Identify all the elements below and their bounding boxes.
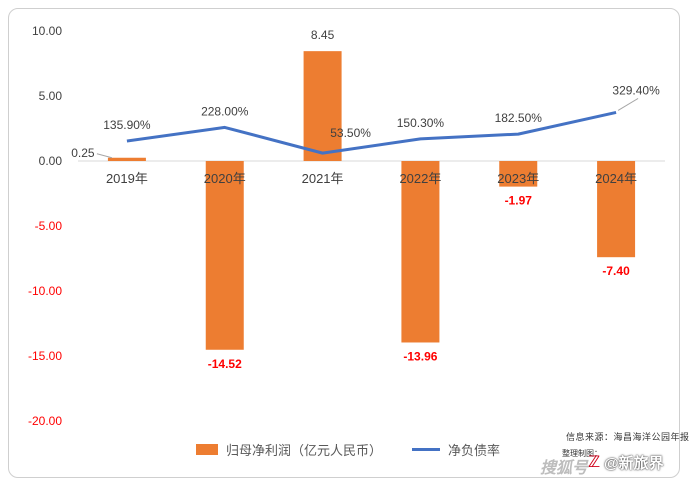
bar: [303, 51, 342, 161]
bar: [107, 157, 146, 161]
bar: [499, 161, 538, 187]
bar-value-label: -7.40: [602, 264, 630, 278]
y-tick-label: -20.00: [28, 414, 62, 428]
line-value-label: 53.50%: [330, 126, 371, 140]
y-tick-label: -10.00: [28, 284, 62, 298]
line-value-label: 329.40%: [612, 83, 660, 97]
bar-value-label: -14.52: [208, 357, 242, 371]
line-value-label: 150.30%: [397, 116, 445, 130]
watermark-platform-logo: 搜狐号: [540, 460, 589, 477]
x-category-label: 2022年: [399, 171, 441, 186]
bar-label-leader: [96, 153, 113, 159]
x-category-label: 2024年: [595, 171, 637, 186]
x-category-label: 2019年: [106, 171, 148, 186]
y-tick-label: 5.00: [39, 89, 63, 103]
line-value-label: 228.00%: [201, 104, 249, 118]
bar: [597, 161, 636, 258]
watermark-editor: 整理制图：: [562, 449, 602, 458]
bar-value-label: 0.25: [71, 146, 95, 160]
x-category-label: 2021年: [302, 171, 344, 186]
y-tick-label: 0.00: [39, 154, 63, 168]
line-label-leader: [617, 98, 639, 111]
x-category-label: 2020年: [204, 171, 246, 186]
x-category-label: 2023年: [497, 171, 539, 186]
bar-value-label: -13.96: [403, 349, 437, 363]
chart-frame: [8, 8, 680, 478]
y-tick-label: 10.00: [32, 24, 62, 38]
bar: [401, 161, 440, 343]
watermark-brand: @新旅界: [604, 455, 664, 472]
source-note: 信息来源：海昌海洋公园年报: [566, 432, 690, 442]
y-tick-label: -15.00: [28, 349, 62, 363]
line-value-label: 135.90%: [103, 118, 151, 132]
bar-value-label: -1.97: [505, 194, 533, 208]
bar: [205, 161, 244, 350]
watermark-brand-mark: ℤ: [588, 454, 601, 471]
y-tick-label: -5.00: [35, 219, 63, 233]
net-debt-ratio-line: [126, 111, 617, 155]
bar-value-label: 8.45: [311, 28, 335, 42]
line-value-label: 182.50%: [495, 111, 543, 125]
